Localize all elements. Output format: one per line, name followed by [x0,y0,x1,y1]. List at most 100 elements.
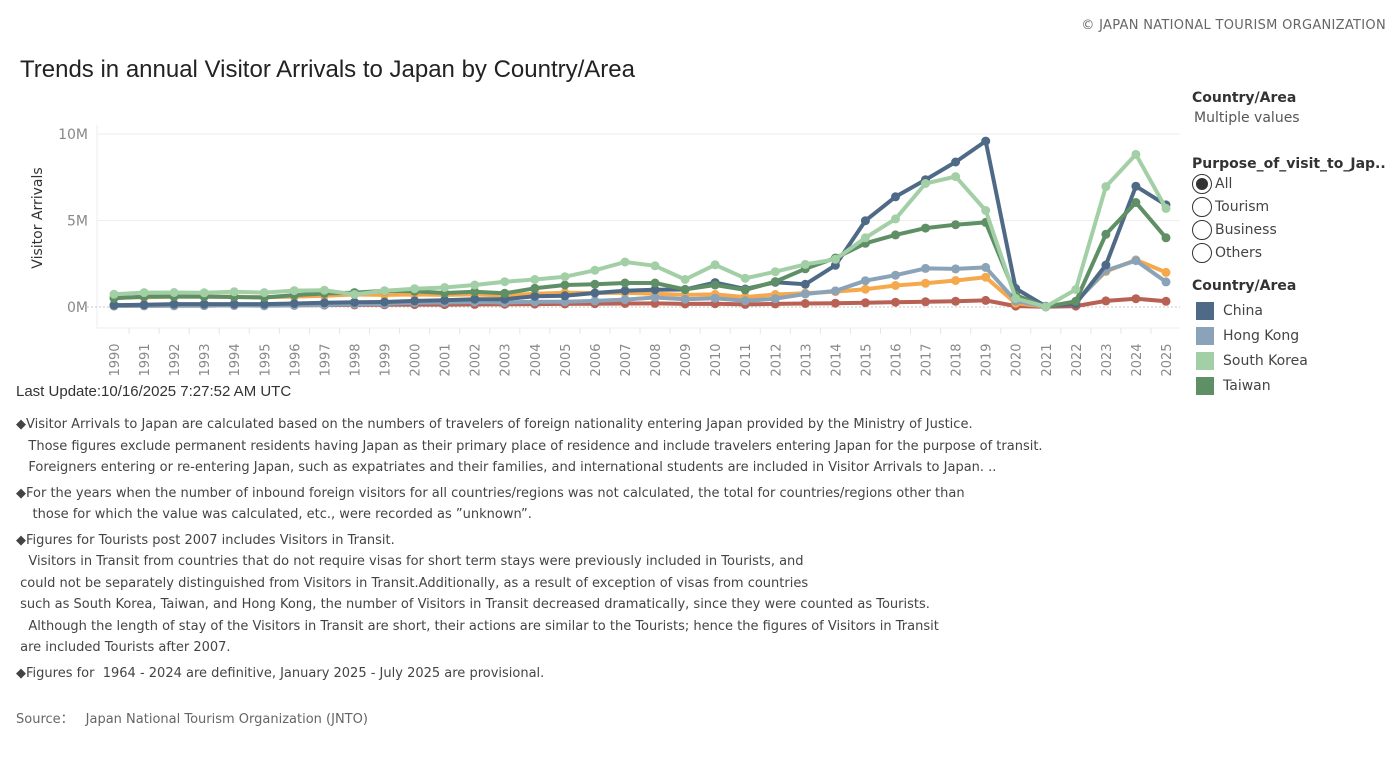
radio-circle-icon[interactable] [1192,173,1212,194]
data-point[interactable] [410,284,420,294]
country-filter-dropdown[interactable]: Multiple values [1194,110,1300,126]
data-point[interactable] [650,293,660,302]
data-point[interactable] [229,299,239,309]
data-point[interactable] [440,295,450,305]
data-point[interactable] [650,285,660,295]
data-point[interactable] [650,278,660,288]
data-point[interactable] [921,263,930,273]
data-point[interactable] [680,275,690,284]
purpose-radio-all[interactable]: All [1192,172,1392,195]
data-point[interactable] [590,288,600,298]
data-point[interactable] [1131,198,1141,207]
data-point[interactable] [800,279,810,289]
data-point[interactable] [620,286,630,296]
data-point[interactable] [921,278,930,288]
data-point[interactable] [1101,182,1111,192]
data-point[interactable] [981,262,991,272]
purpose-radio-business[interactable]: Business [1192,218,1392,241]
data-point[interactable] [830,254,840,264]
data-point[interactable] [830,298,840,308]
radio-circle-icon[interactable] [1192,242,1212,263]
data-point[interactable] [470,294,480,304]
legend-list[interactable]: China Hong Kong South Korea Taiwan [1192,298,1392,405]
radio-circle-icon[interactable] [1192,196,1212,217]
data-point[interactable] [891,230,900,240]
data-point[interactable] [800,259,810,269]
data-point[interactable] [710,260,720,270]
data-point[interactable] [109,289,119,299]
data-point[interactable] [650,261,660,271]
data-point[interactable] [921,297,930,307]
data-point[interactable] [860,216,870,226]
data-point[interactable] [1161,277,1171,287]
data-point[interactable] [1131,181,1141,191]
data-point[interactable] [680,294,690,304]
data-point[interactable] [680,284,690,294]
data-point[interactable] [169,288,179,297]
data-point[interactable] [891,214,900,224]
purpose-radio-others[interactable]: Others [1192,241,1392,264]
data-point[interactable] [560,272,570,282]
data-point[interactable] [319,298,329,308]
data-point[interactable] [350,297,359,307]
data-point[interactable] [800,299,810,308]
data-point[interactable] [350,290,359,299]
data-point[interactable] [1071,296,1081,306]
legend-item[interactable]: China [1192,298,1392,323]
data-point[interactable] [1131,294,1141,304]
data-point[interactable] [620,278,630,288]
data-point[interactable] [951,220,961,230]
data-point[interactable] [770,277,780,287]
data-point[interactable] [891,270,900,280]
data-point[interactable] [951,264,961,274]
legend-item[interactable]: Taiwan [1192,373,1392,398]
data-point[interactable] [1161,296,1171,306]
data-point[interactable] [1101,260,1111,270]
data-point[interactable] [1161,233,1171,243]
data-point[interactable] [1011,294,1021,303]
data-point[interactable] [710,293,720,303]
data-point[interactable] [380,286,389,296]
data-point[interactable] [289,299,299,308]
data-point[interactable] [470,287,480,297]
purpose-radio-tourism[interactable]: Tourism [1192,195,1392,218]
data-point[interactable] [891,281,900,290]
data-point[interactable] [981,206,991,215]
data-point[interactable] [770,294,780,304]
data-point[interactable] [921,179,930,188]
data-point[interactable] [259,299,269,309]
data-point[interactable] [1101,229,1111,239]
data-point[interactable] [800,289,810,299]
data-point[interactable] [620,257,630,267]
data-point[interactable] [590,265,600,275]
data-point[interactable] [410,296,420,306]
data-point[interactable] [590,279,600,289]
radio-circle-icon[interactable] [1192,219,1212,240]
data-point[interactable] [199,299,209,309]
data-point[interactable] [289,286,299,296]
data-point[interactable] [951,157,961,167]
data-point[interactable] [199,288,209,298]
data-point[interactable] [259,288,269,298]
data-point[interactable] [891,297,900,307]
data-point[interactable] [440,283,450,292]
data-point[interactable] [139,300,149,310]
data-point[interactable] [380,297,389,307]
data-point[interactable] [1071,285,1081,294]
data-point[interactable] [139,288,149,298]
data-point[interactable] [740,285,750,295]
data-point[interactable] [1161,203,1171,213]
data-point[interactable] [981,272,991,282]
data-point[interactable] [109,300,119,310]
data-point[interactable] [229,287,239,297]
data-point[interactable] [590,296,600,306]
legend-item[interactable]: Hong Kong [1192,323,1392,348]
data-point[interactable] [500,288,510,298]
data-point[interactable] [1161,267,1171,277]
data-point[interactable] [740,296,750,306]
data-point[interactable] [530,275,540,284]
data-point[interactable] [951,172,961,182]
data-point[interactable] [500,277,510,287]
data-point[interactable] [1101,296,1111,306]
data-point[interactable] [470,280,480,290]
